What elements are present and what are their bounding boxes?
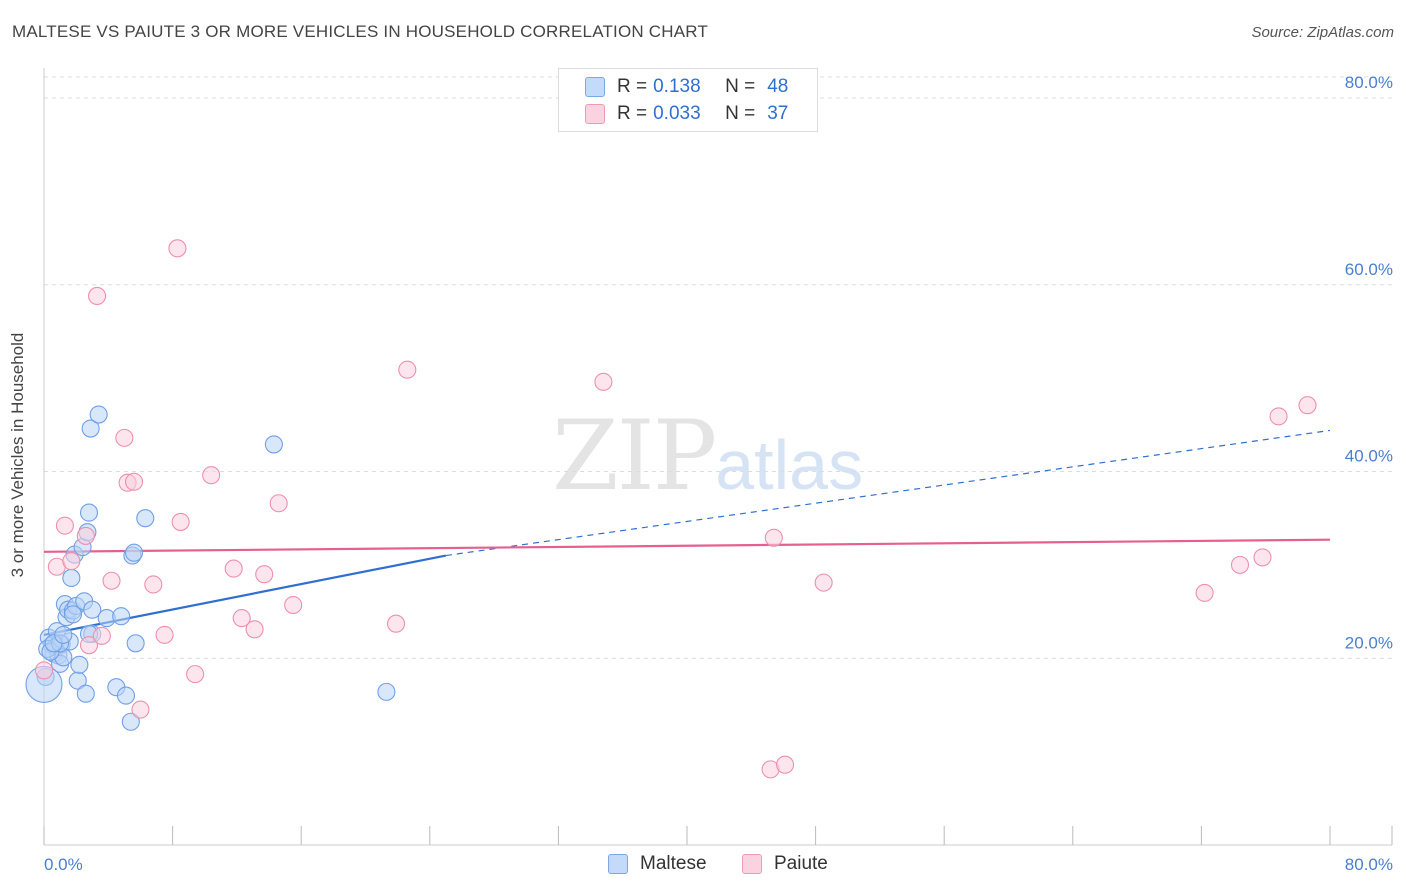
point-maltese bbox=[81, 419, 100, 438]
point-paiute bbox=[76, 526, 95, 545]
point-paiute bbox=[131, 700, 150, 719]
trend-line-paiute bbox=[43, 538, 1331, 553]
tick-labels: 20.0% 40.0% 60.0% 80.0% 0.0% 80.0% bbox=[44, 73, 1393, 874]
point-paiute bbox=[284, 595, 303, 615]
point-maltese bbox=[63, 605, 82, 624]
maltese-legend-swatch bbox=[608, 854, 628, 874]
point-paiute bbox=[186, 665, 205, 684]
paiute-legend-label: Paiute bbox=[774, 853, 828, 874]
y-tick-label: 20.0% bbox=[1345, 633, 1393, 652]
legend-item-paiute: Paiute bbox=[742, 851, 828, 877]
x-tick-label: 0.0% bbox=[44, 855, 83, 874]
trend-extension-maltese bbox=[445, 429, 1331, 557]
watermark: ZIPatlas bbox=[552, 400, 863, 512]
axes bbox=[43, 68, 1393, 846]
point-paiute bbox=[55, 516, 74, 535]
watermark-zip: ZIP bbox=[552, 400, 717, 512]
r-label: R = bbox=[617, 76, 648, 97]
point-maltese bbox=[70, 655, 89, 674]
point-paiute bbox=[171, 512, 190, 531]
point-maltese bbox=[377, 682, 396, 701]
paiute-legend-swatch bbox=[742, 854, 762, 874]
maltese-legend-label: Maltese bbox=[640, 853, 707, 874]
y-tick-label: 60.0% bbox=[1345, 260, 1393, 279]
point-paiute bbox=[594, 372, 613, 391]
point-maltese bbox=[83, 600, 102, 619]
r-label: R = bbox=[617, 103, 648, 124]
point-maltese bbox=[62, 568, 81, 587]
point-paiute bbox=[255, 565, 274, 584]
y-tick-label: 40.0% bbox=[1345, 447, 1393, 466]
point-maltese bbox=[116, 686, 136, 705]
x-tick-label: 80.0% bbox=[1345, 855, 1393, 874]
gridlines bbox=[44, 76, 1392, 659]
data-points bbox=[25, 239, 1317, 779]
legend-item-maltese: Maltese bbox=[608, 851, 707, 877]
point-paiute bbox=[155, 625, 174, 644]
point-paiute bbox=[115, 428, 134, 447]
point-maltese bbox=[124, 543, 144, 562]
watermark-atlas: atlas bbox=[715, 426, 864, 504]
point-paiute bbox=[1253, 548, 1272, 567]
point-maltese bbox=[136, 509, 155, 528]
point-paiute bbox=[398, 360, 417, 379]
point-maltese bbox=[76, 684, 95, 703]
point-paiute bbox=[1195, 583, 1214, 602]
point-paiute bbox=[776, 755, 795, 774]
series-maltese bbox=[25, 405, 396, 731]
point-paiute bbox=[168, 239, 187, 258]
n-label: N = bbox=[725, 76, 756, 97]
source-label: Source: ZipAtlas.com bbox=[1251, 24, 1394, 41]
point-paiute bbox=[144, 575, 163, 594]
point-paiute bbox=[224, 559, 243, 578]
paiute-swatch bbox=[585, 104, 605, 124]
n-label: N = bbox=[725, 103, 756, 124]
point-paiute bbox=[87, 286, 107, 306]
legend-row-maltese: R = 0.138 N = 48 bbox=[585, 75, 788, 99]
trend-lines bbox=[43, 429, 1331, 636]
point-paiute bbox=[79, 636, 99, 655]
point-paiute bbox=[102, 571, 121, 590]
legend-row-paiute: R = 0.033 N = 37 bbox=[585, 102, 788, 126]
point-paiute bbox=[124, 472, 144, 491]
point-maltese bbox=[89, 405, 108, 424]
point-paiute bbox=[1269, 407, 1288, 426]
point-paiute bbox=[245, 620, 264, 639]
point-paiute bbox=[1230, 555, 1250, 574]
r-value: 0.138 bbox=[653, 76, 701, 97]
point-paiute bbox=[92, 626, 111, 645]
point-maltese bbox=[264, 435, 283, 454]
n-value: 48 bbox=[767, 76, 789, 97]
point-paiute bbox=[34, 661, 54, 680]
point-paiute bbox=[764, 528, 783, 547]
chart-title: MALTESE VS PAIUTE 3 OR MORE VEHICLES IN … bbox=[12, 22, 709, 41]
point-paiute bbox=[269, 494, 288, 513]
series-paiute bbox=[34, 239, 1317, 779]
point-paiute bbox=[62, 552, 81, 571]
point-maltese bbox=[79, 503, 99, 522]
point-paiute bbox=[814, 573, 833, 592]
point-paiute bbox=[1298, 396, 1317, 415]
r-value: 0.033 bbox=[653, 103, 701, 124]
point-paiute bbox=[202, 466, 221, 485]
point-paiute bbox=[232, 609, 251, 628]
point-maltese bbox=[121, 712, 140, 731]
stats-legend: R = 0.138 N = 48 R = 0.033 N = 37 bbox=[558, 68, 818, 132]
n-value: 37 bbox=[767, 103, 789, 124]
point-maltese bbox=[126, 634, 145, 653]
point-maltese bbox=[54, 625, 73, 644]
y-tick-label: 80.0% bbox=[1345, 73, 1393, 92]
point-paiute bbox=[386, 614, 406, 633]
point-maltese bbox=[112, 607, 131, 626]
maltese-swatch bbox=[585, 77, 605, 97]
